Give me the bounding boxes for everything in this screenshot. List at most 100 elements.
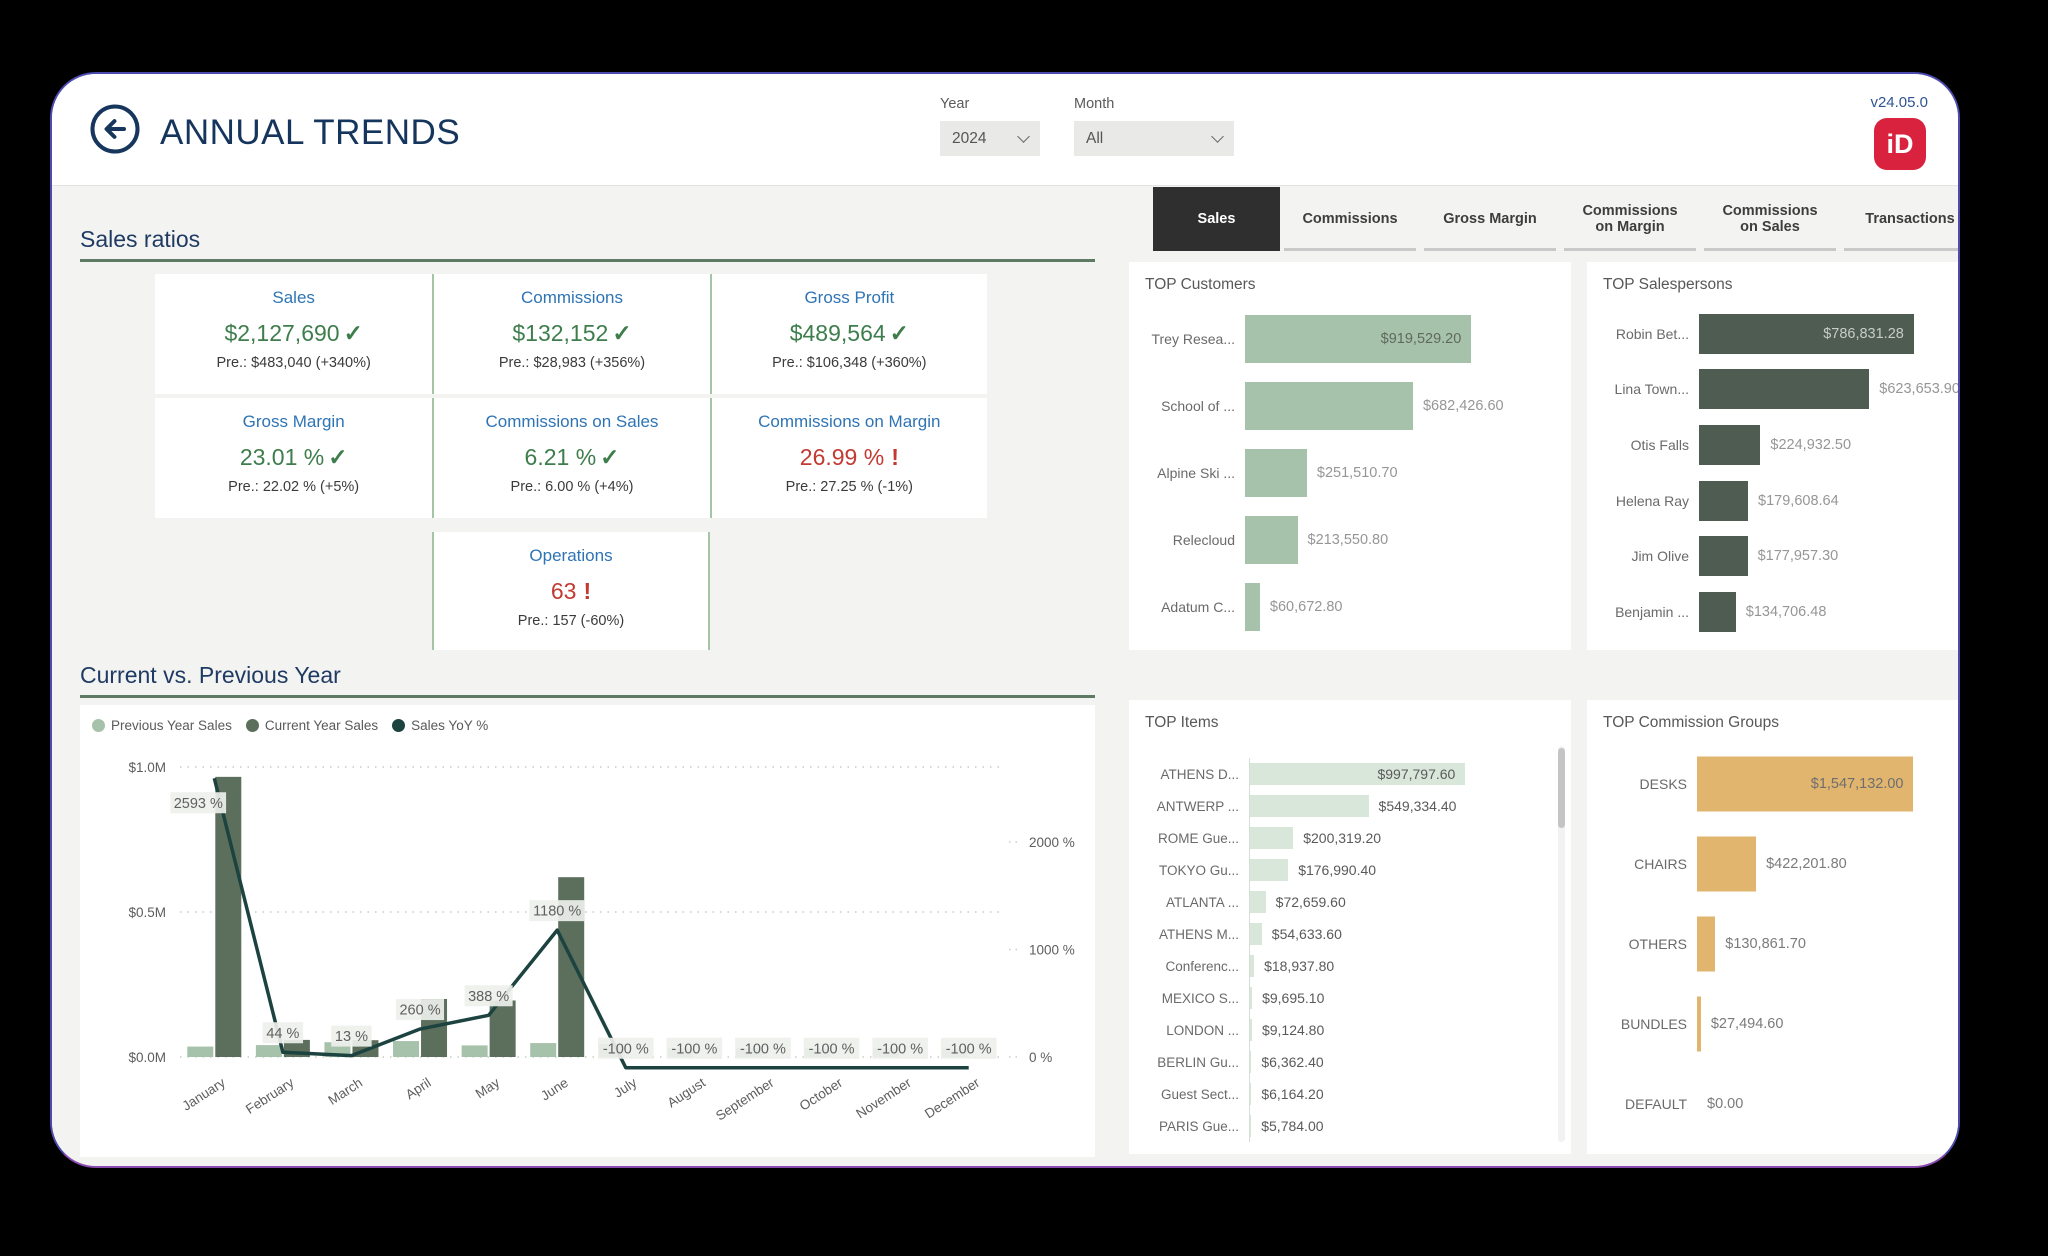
bar-row[interactable]: ATHENS D... $997,797.60	[1145, 758, 1541, 790]
scrollbar	[1558, 746, 1565, 1142]
bar-row[interactable]: Otis Falls $224,932.50	[1603, 418, 1958, 473]
bar[interactable]	[1697, 996, 1701, 1052]
bar[interactable]	[1250, 987, 1253, 1009]
comparison-heading: Current vs. Previous Year	[80, 662, 341, 688]
bar-row[interactable]: ANTWERP ... $549,334.40	[1145, 790, 1541, 822]
tab[interactable]: Transactions	[1840, 187, 1958, 251]
bar[interactable]	[1250, 763, 1466, 785]
back-button[interactable]	[88, 102, 142, 156]
bar[interactable]	[1250, 827, 1294, 849]
tab[interactable]: Commissions on Margin	[1560, 187, 1700, 251]
bar-row[interactable]: BERLIN Gu... $6,362.40	[1145, 1046, 1541, 1078]
bar[interactable]	[1250, 955, 1255, 977]
bar-row[interactable]: Relecloud $213,550.80	[1145, 507, 1555, 573]
bar[interactable]	[1245, 315, 1472, 364]
legend-item-sales-yoy[interactable]: Sales YoY %	[392, 718, 488, 733]
bar-row[interactable]: OTHERS $130,861.70	[1603, 905, 1958, 983]
month-select[interactable]: All	[1074, 121, 1234, 156]
bar-label: Adatum C...	[1161, 598, 1235, 615]
combo-chart[interactable]: $1.0M $0.5M $0.0M 2000 % 1000 % 0 % January Feb…	[80, 705, 1095, 1157]
bar-row[interactable]: BUNDLES $27,494.60	[1603, 985, 1958, 1063]
bar[interactable]	[1245, 582, 1260, 631]
bar[interactable]	[1250, 891, 1266, 913]
bar-row[interactable]: TOKYO Gu... $176,990.40	[1145, 854, 1541, 886]
year-select[interactable]: 2024	[940, 121, 1040, 156]
bar[interactable]	[1697, 756, 1914, 812]
bar-row[interactable]: Alpine Ski ... $251,510.70	[1145, 440, 1555, 506]
bar-value: $60,672.80	[1269, 598, 1343, 615]
svg-text:November: November	[853, 1075, 914, 1122]
bar-track: $549,334.40	[1249, 790, 1541, 822]
kpi-value: 6.21 %	[524, 444, 597, 470]
bar[interactable]	[1250, 1115, 1252, 1137]
bar-row[interactable]: ATHENS M... $54,633.60	[1145, 918, 1541, 950]
tab[interactable]: Gross Margin	[1420, 187, 1560, 251]
bar-track: $919,529.20	[1245, 306, 1555, 372]
bar-track: $18,937.80	[1249, 950, 1541, 982]
bar[interactable]	[1250, 859, 1289, 881]
bar-value: $422,201.80	[1766, 856, 1847, 872]
bar-row[interactable]: Adatum C... $60,672.80	[1145, 574, 1555, 640]
svg-text:October: October	[797, 1075, 846, 1114]
bar[interactable]	[1699, 480, 1749, 521]
tab[interactable]: Commissions	[1280, 187, 1420, 251]
bar-row[interactable]: Helena Ray $179,608.64	[1603, 473, 1958, 528]
bar-row[interactable]: MEXICO S... $9,695.10	[1145, 982, 1541, 1014]
bar[interactable]	[1245, 382, 1413, 431]
bar-row[interactable]: Trey Resea... $919,529.20	[1145, 306, 1555, 372]
bar-value: $176,990.40	[1298, 862, 1377, 878]
bar-row[interactable]: Robin Bet... $786,831.28	[1603, 306, 1958, 361]
bar-row[interactable]: DESKS $1,547,132.00	[1603, 745, 1958, 823]
bar[interactable]	[1250, 1019, 1252, 1041]
bar-row[interactable]: Lina Town... $623,653.90	[1603, 362, 1958, 417]
bar-label: ATHENS M...	[1158, 926, 1239, 942]
bar[interactable]	[1699, 425, 1761, 466]
bar-track: $0.00	[1697, 1065, 1958, 1143]
legend-item-previous-year[interactable]: Previous Year Sales	[92, 718, 232, 733]
tab[interactable]: Commissions on Sales	[1700, 187, 1840, 251]
bar-value: $213,550.80	[1307, 531, 1389, 548]
legend-item-current-year[interactable]: Current Year Sales	[245, 718, 378, 733]
kpi-status-icon: ✓	[328, 444, 348, 470]
bar[interactable]	[1250, 1051, 1252, 1073]
bar-row[interactable]: Guest Sect... $6,164.20	[1145, 1078, 1541, 1110]
bar-row[interactable]: Benjamin ... $134,706.48	[1603, 585, 1958, 640]
svg-text:-100 %: -100 %	[877, 1041, 923, 1057]
kpi-previous-value: Pre.: 6.00 % (+4%)	[510, 479, 634, 495]
panel-title: TOP Items	[1145, 714, 1219, 731]
bar[interactable]	[1250, 923, 1262, 945]
bar-value: $549,334.40	[1378, 798, 1457, 814]
kpi-status-icon: ✓	[600, 444, 620, 470]
chart-legend: Previous Year Sales Current Year Sales S…	[92, 718, 488, 733]
kpi-title: Operations	[529, 546, 613, 565]
bar-row[interactable]: PARIS Gue... $5,784.00	[1145, 1110, 1541, 1142]
svg-text:July: July	[611, 1075, 640, 1101]
brand-logo-text: iD	[1886, 128, 1914, 159]
bar[interactable]	[1250, 1083, 1252, 1105]
bar-row[interactable]: ROME Gue... $200,319.20	[1145, 822, 1541, 854]
bar[interactable]	[1250, 795, 1369, 817]
bar[interactable]	[1245, 448, 1307, 497]
bar-value: $177,957.30	[1757, 548, 1839, 565]
tab[interactable]: Sales	[1153, 187, 1280, 251]
svg-text:13 %: 13 %	[335, 1029, 368, 1045]
bar-row[interactable]: CHAIRS $422,201.80	[1603, 825, 1958, 903]
bar[interactable]	[1697, 916, 1716, 972]
bar[interactable]	[1699, 592, 1736, 633]
bar-row[interactable]: ATLANTA ... $72,659.60	[1145, 886, 1541, 918]
scrollbar-thumb[interactable]	[1558, 748, 1565, 828]
bar-track: $27,494.60	[1697, 985, 1958, 1063]
bar-track: $177,957.30	[1699, 529, 1958, 584]
bar-row[interactable]: LONDON ... $9,124.80	[1145, 1014, 1541, 1046]
bar[interactable]	[1699, 536, 1748, 577]
bar[interactable]	[1699, 313, 1914, 354]
bar[interactable]	[1697, 836, 1757, 892]
bar-row[interactable]: Jim Olive $177,957.30	[1603, 529, 1958, 584]
bar[interactable]	[1245, 515, 1298, 564]
kpi-status-icon: !	[583, 578, 592, 604]
tab-label: Commissions on Sales	[1722, 203, 1818, 235]
bar[interactable]	[1699, 369, 1870, 410]
bar-row[interactable]: Conferenc... $18,937.80	[1145, 950, 1541, 982]
bar-row[interactable]: School of ... $682,426.60	[1145, 373, 1555, 439]
bar-row[interactable]: DEFAULT $0.00	[1603, 1065, 1958, 1143]
